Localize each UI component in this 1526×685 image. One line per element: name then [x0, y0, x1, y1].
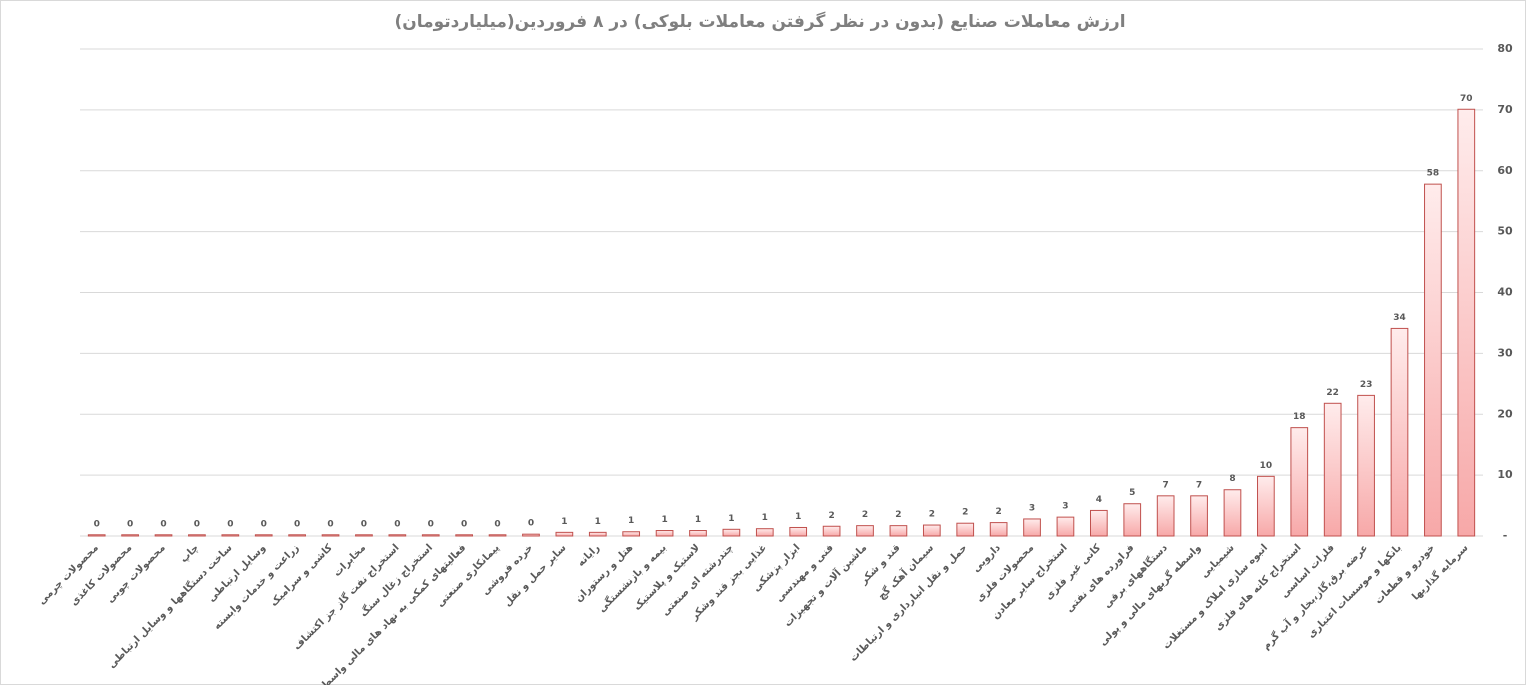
bar	[655, 530, 674, 537]
bar	[488, 534, 507, 537]
data-label: 2	[962, 508, 968, 518]
data-label: 1	[595, 517, 601, 527]
data-label: 0	[428, 519, 434, 529]
bar	[154, 534, 173, 537]
data-label: 22	[1326, 388, 1339, 398]
bar	[1123, 503, 1142, 537]
data-label: 1	[661, 515, 667, 525]
bar	[522, 533, 540, 537]
data-label: 1	[762, 513, 768, 523]
data-label: 4	[1096, 495, 1102, 505]
data-label: 2	[862, 510, 868, 520]
bar	[922, 524, 941, 537]
y-tick-label: 10	[1497, 468, 1513, 481]
data-label: 0	[528, 519, 534, 529]
data-label: 2	[929, 510, 935, 520]
data-label: 0	[394, 519, 400, 529]
bar	[689, 530, 707, 537]
data-label: 0	[327, 519, 333, 529]
bar	[1257, 475, 1275, 537]
y-tick-label: 70	[1497, 103, 1513, 116]
bar	[1290, 427, 1309, 537]
bar	[1223, 489, 1242, 537]
bar	[856, 525, 874, 537]
bar	[1357, 394, 1375, 537]
bar	[121, 534, 139, 537]
bar	[989, 522, 1008, 537]
bar	[455, 534, 474, 537]
bar	[789, 526, 808, 537]
data-label: 0	[494, 519, 500, 529]
data-label: 18	[1293, 412, 1306, 422]
bar	[1457, 108, 1476, 537]
data-label: 0	[227, 519, 233, 529]
data-label: 23	[1360, 380, 1373, 390]
bar	[555, 531, 574, 537]
bar	[889, 525, 908, 537]
data-label: 3	[1062, 502, 1068, 512]
data-label: 2	[828, 511, 834, 521]
y-tick-label: -	[1503, 529, 1508, 542]
bar	[355, 534, 373, 537]
y-tick-label: 60	[1497, 164, 1513, 177]
bar	[1390, 327, 1409, 537]
bar	[388, 534, 407, 537]
bar	[254, 534, 273, 537]
y-tick-label: 80	[1497, 42, 1513, 55]
bar	[1424, 183, 1442, 537]
data-label: 2	[995, 507, 1001, 517]
bar	[421, 534, 440, 537]
bar	[188, 534, 206, 537]
bar	[622, 531, 641, 537]
data-label: 34	[1393, 313, 1406, 323]
data-label: 0	[194, 519, 200, 529]
bar	[1156, 495, 1175, 537]
bar	[1056, 516, 1075, 537]
data-label: 2	[895, 510, 901, 520]
data-label: 8	[1229, 474, 1235, 484]
data-label: 10	[1260, 461, 1273, 471]
bar	[1323, 402, 1342, 537]
data-label: 0	[361, 519, 367, 529]
data-label: 1	[728, 514, 734, 524]
data-label: 1	[561, 517, 567, 527]
y-tick-label: 30	[1497, 346, 1513, 359]
data-label: 0	[94, 519, 100, 529]
data-label: 1	[695, 515, 701, 525]
data-label: 58	[1427, 169, 1440, 179]
data-label: 0	[160, 519, 166, 529]
data-label: 70	[1460, 94, 1473, 104]
bar	[956, 522, 975, 537]
bar	[321, 534, 340, 537]
data-label: 1	[795, 512, 801, 522]
data-label: 7	[1196, 480, 1202, 490]
data-label: 0	[261, 519, 267, 529]
bar	[1023, 518, 1041, 537]
y-tick-label: 40	[1497, 286, 1513, 299]
bar	[1089, 509, 1108, 537]
bar	[722, 528, 741, 537]
bar	[1190, 495, 1208, 537]
data-label: 5	[1129, 488, 1135, 498]
bar	[755, 528, 774, 537]
bar	[288, 534, 306, 537]
bar	[221, 534, 240, 537]
data-label: 1	[628, 516, 634, 526]
bar	[87, 534, 106, 537]
data-label: 0	[461, 519, 467, 529]
data-label: 7	[1163, 480, 1169, 490]
data-label: 0	[127, 519, 133, 529]
bar	[588, 531, 607, 537]
bar	[822, 525, 841, 537]
data-label: 3	[1029, 503, 1035, 513]
y-tick-label: 50	[1497, 225, 1513, 238]
y-tick-label: 20	[1497, 407, 1513, 420]
data-label: 0	[294, 519, 300, 529]
chart-title: ارزش معاملات صنایع (بدون در نظر گرفتن مع…	[394, 11, 1125, 32]
